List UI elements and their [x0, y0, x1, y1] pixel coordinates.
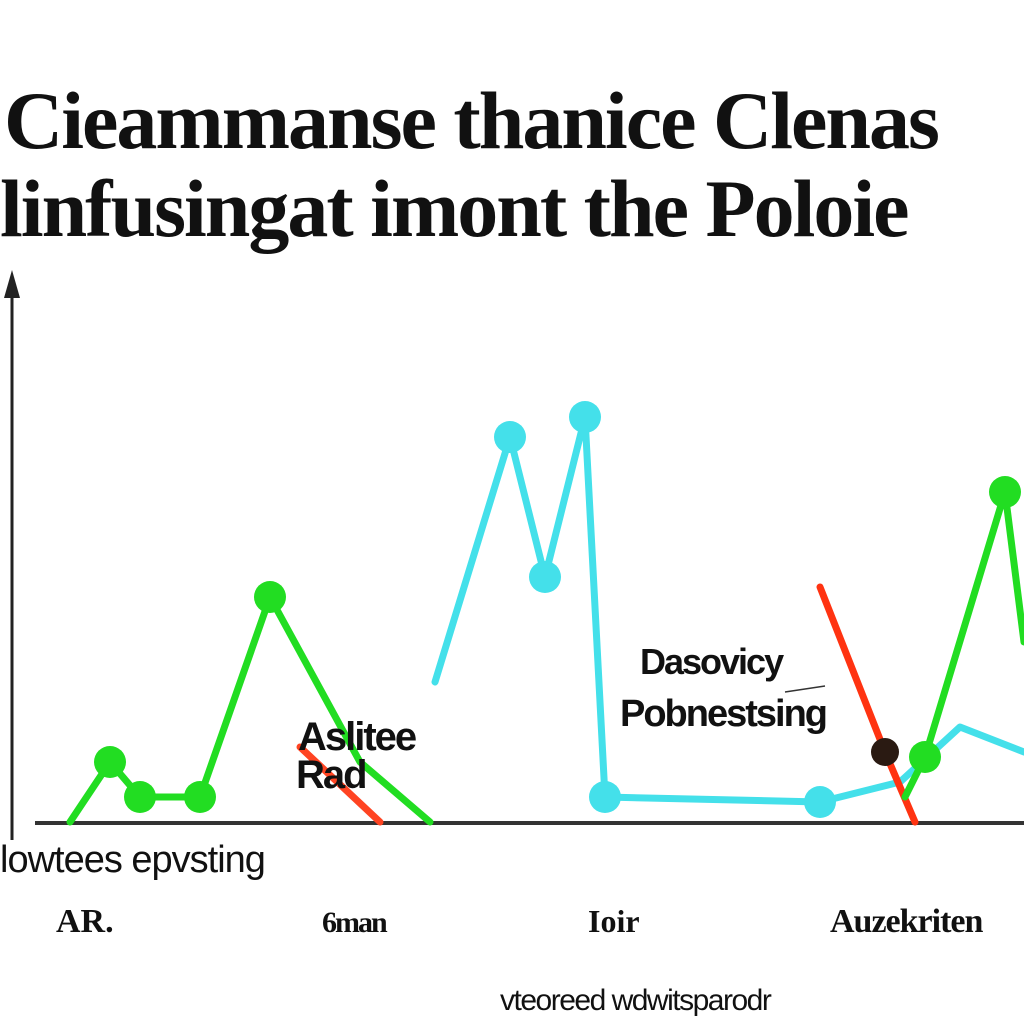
x-axis-label: vteoreed wdwitsparodr [500, 984, 772, 1017]
annotation-dasovicy: Dasovicy [640, 641, 784, 682]
x-tick-label-3: Auzekriten [830, 903, 984, 940]
chart-title-line-2: linfusingat imont the Poloie [0, 163, 910, 254]
x-axis-caption: lowtees epvsting [0, 839, 265, 881]
series-4-point-0 [909, 741, 941, 773]
chart-title-line-1: Cieammanse thanice Clenas [4, 75, 940, 166]
series-1-point-4 [804, 786, 836, 818]
series-1-point-2 [569, 401, 601, 433]
series-0-point-3 [254, 581, 286, 613]
annotation-pobnestsing: Pobnestsing [620, 693, 826, 735]
series-line-4 [901, 488, 1024, 801]
series-line-1 [431, 413, 1024, 806]
series-1-point-0 [494, 421, 526, 453]
series-0-point-1 [124, 781, 156, 813]
series-0-point-2 [184, 781, 216, 813]
annotation-rad: Rad [296, 753, 366, 797]
x-tick-label-1: 6man [322, 906, 388, 939]
series-0-point-0 [94, 746, 126, 778]
series-1-point-1 [529, 561, 561, 593]
y-axis-arrow [4, 270, 20, 298]
intersection-point [871, 738, 899, 766]
annotation-leader-line [784, 685, 826, 693]
series-4-point-1 [989, 476, 1021, 508]
x-tick-label-2: Ioir [588, 903, 640, 939]
x-tick-label-0: AR. [56, 903, 114, 940]
series-1-point-3 [589, 781, 621, 813]
series-line-0 [66, 593, 434, 826]
annotation-aslitee: Aslitee [298, 715, 416, 759]
series-layer [66, 401, 1024, 826]
series-line-2 [296, 743, 384, 826]
